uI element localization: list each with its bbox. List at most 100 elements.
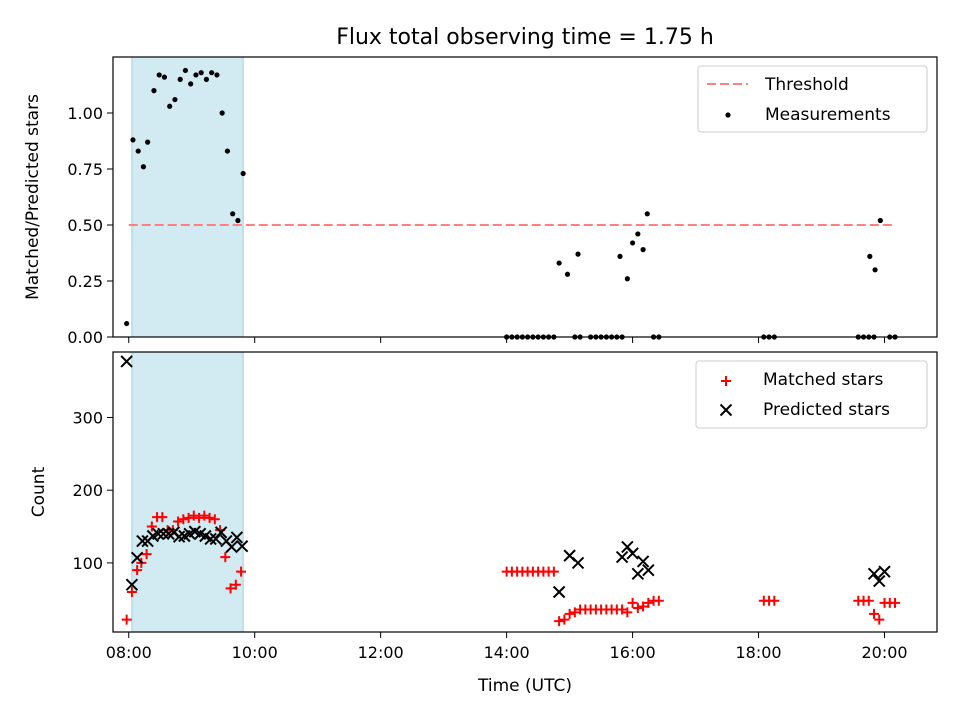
bottom-legend: Matched stars Predicted stars [695, 360, 928, 429]
matched-star-point [209, 514, 220, 525]
measurement-point [877, 217, 883, 224]
matched-star-point [173, 516, 184, 527]
y-tick-label: 300 [72, 408, 103, 427]
matched-star-point [121, 614, 132, 625]
y-tick-label: 0.00 [67, 328, 103, 347]
predicted-star-point [878, 565, 891, 578]
matched-star-point [220, 552, 231, 563]
x-tick-label: 16:00 [610, 643, 656, 662]
top-x-axis [128, 337, 886, 343]
x-tick-label: 08:00 [106, 643, 152, 662]
measurement-point [130, 137, 136, 143]
measurements-series [124, 67, 898, 340]
matched-star-point [126, 587, 137, 597]
y-tick-label: 1.00 [67, 104, 103, 123]
matched-star-point [194, 512, 205, 523]
measurement-point [172, 96, 178, 103]
y-tick-label: 0.25 [67, 272, 103, 291]
predicted-star-point [204, 532, 217, 546]
measurement-point [635, 231, 641, 237]
measurement-point [230, 211, 236, 217]
predicted-star-point [642, 563, 655, 577]
observing-window-shade-top [131, 56, 244, 338]
top-y-axis: 0.00 0.25 0.50 0.75 1.00 [67, 104, 113, 347]
top-plot-frame [112, 56, 938, 338]
matched-star-point [230, 579, 241, 590]
predicted-star-point [873, 574, 886, 588]
x-axis-label: Time (UTC) [477, 676, 572, 696]
chart-title: Flux total observing time = 1.75 h [336, 25, 714, 50]
matched-star-point [627, 597, 638, 608]
y-tick-label: 100 [72, 554, 103, 573]
predicted-star-point [136, 534, 149, 548]
legend-box [695, 360, 928, 429]
bottom-y-axis: 100 200 300 [72, 408, 113, 573]
measurement-point [629, 240, 636, 246]
measurement-point [624, 276, 630, 282]
y-tick-label: 0.50 [67, 216, 103, 235]
bottom-panel: 100 200 300 08:00 10:00 12:00 14:00 16:00 18:00… [29, 351, 938, 662]
matched-star-point [146, 521, 157, 532]
measurement-point [198, 70, 204, 76]
measurement-point [214, 72, 220, 78]
y-tick-label: 200 [72, 481, 103, 500]
matched-star-point [632, 603, 643, 613]
measurement-point [161, 74, 168, 80]
measurement-point [151, 88, 157, 94]
predicted-star-point [867, 567, 881, 581]
matched-star-point [178, 514, 189, 525]
matched-star-point [863, 595, 874, 606]
counts-series [120, 355, 901, 627]
measurement-point [240, 170, 246, 177]
bottom-y-axis-label: Count [29, 466, 49, 517]
predicted-star-point [230, 531, 244, 544]
measurement-point [135, 148, 141, 154]
x-tick-label: 12:00 [358, 643, 404, 662]
matched-star-point [559, 614, 570, 625]
measurement-point [617, 253, 623, 259]
x-tick-label: 18:00 [735, 643, 781, 662]
legend-box [697, 65, 928, 133]
x-tick-label: 10:00 [232, 643, 278, 662]
matched-star-point [188, 510, 199, 521]
bottom-plot-frame [112, 351, 938, 633]
bottom-x-axis: 08:00 10:00 12:00 14:00 16:00 18:00 20:00 [106, 632, 908, 662]
measurement-point [235, 217, 241, 224]
observing-window-shade-bottom [131, 351, 244, 633]
matched-star-point [225, 583, 236, 594]
predicted-star-point [120, 355, 133, 368]
measurement-point [219, 110, 225, 116]
matched-star-point [569, 607, 580, 618]
matched-star-point [769, 595, 780, 606]
measurement-point [872, 267, 878, 273]
predicted-star-point [157, 527, 170, 541]
matched-star-point [890, 597, 901, 608]
predicted-star-point [626, 547, 639, 560]
matched-star-point [653, 595, 664, 606]
matched-star-point [132, 565, 143, 576]
top-legend: Threshold Measurements [697, 65, 928, 133]
matched-star-point [548, 566, 559, 577]
matched-star-point [617, 604, 628, 615]
predicted-star-point [225, 540, 238, 554]
matched-star-point [643, 597, 654, 608]
matched-star-point [874, 614, 885, 625]
predicted-star-point [151, 527, 165, 541]
measurement-point [188, 81, 194, 87]
measurement-point [193, 72, 199, 78]
legend-matched-label: Matched stars [763, 370, 883, 390]
matched-star-point [622, 607, 633, 618]
measurement-point [867, 253, 873, 259]
predicted-star-point [571, 556, 585, 570]
matched-star-point [141, 549, 152, 560]
matched-star-point [236, 566, 247, 577]
measurement-point [575, 251, 581, 257]
matched-star-point [183, 512, 194, 523]
predicted-star-point [130, 551, 144, 565]
legend-measurements-swatch [725, 112, 731, 118]
measurement-point [203, 76, 210, 82]
predicted-star-point [636, 555, 650, 568]
matched-star-point [869, 608, 880, 619]
predicted-star-point [235, 539, 249, 553]
